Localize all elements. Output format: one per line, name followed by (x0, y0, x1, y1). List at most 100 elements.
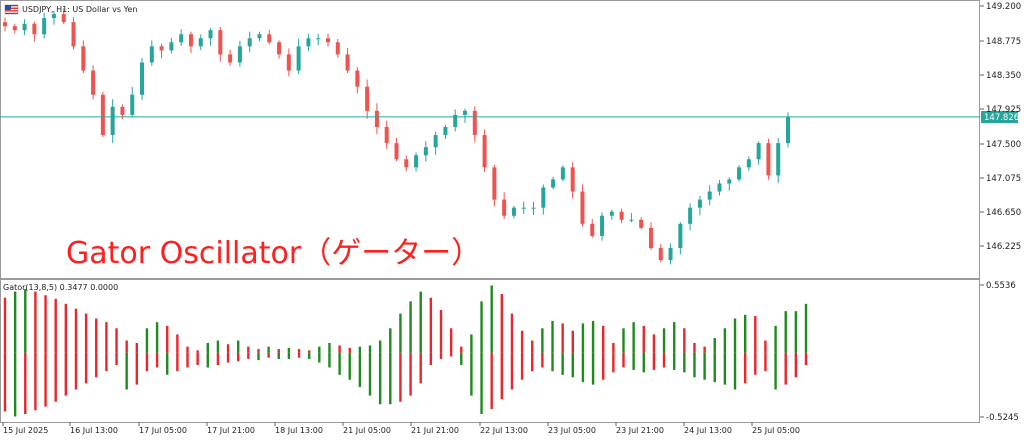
gator-lower-bar (216, 352, 220, 366)
indicator-tick: 0.5536 (986, 281, 1016, 291)
gator-lower-bar (237, 352, 240, 362)
candle-body (12, 26, 17, 31)
gator-upper-bar (743, 314, 747, 353)
candle-body (404, 159, 409, 168)
gator-upper-bar (409, 301, 412, 353)
gator-lower-bar (125, 352, 128, 390)
candle-body (737, 167, 742, 180)
candle-body (492, 167, 497, 200)
gator-upper-bar (307, 350, 311, 353)
candle-body (228, 54, 233, 63)
gator-lower-bar (287, 352, 291, 359)
candle-body (786, 117, 790, 144)
gator-upper-bar (672, 322, 676, 353)
gator-lower-bar (500, 352, 504, 400)
candle-body (766, 143, 771, 176)
price-tick: 149.200 (986, 2, 1021, 12)
current-price-label: 147.826 (984, 113, 1019, 123)
gator-lower-bar (429, 352, 433, 366)
candle-body (42, 18, 47, 35)
gator-lower-bar (318, 352, 321, 363)
candle-body (541, 187, 546, 208)
gator-upper-bar (287, 347, 291, 353)
candle-body (100, 94, 105, 136)
candle-body (717, 183, 722, 192)
gator-upper-bar (277, 349, 280, 353)
gator-upper-bar (642, 325, 645, 353)
gator-upper-bar (774, 325, 777, 353)
price-tick: 146.225 (986, 242, 1021, 252)
gator-upper-bar (460, 346, 463, 353)
symbol-label: USDJPY, H1: US Dollar vs Yen (22, 5, 138, 14)
candle-body (472, 110, 477, 136)
candle-body (218, 30, 223, 55)
gator-lower-bar (409, 352, 412, 396)
candle-body (463, 110, 468, 115)
gator-lower-bar (389, 352, 392, 405)
indicator-axis[interactable]: 0.5536 -0.5245 (980, 281, 1019, 423)
gator-lower-bar (257, 352, 260, 361)
candle-body (286, 54, 291, 71)
gator-upper-bar (652, 334, 656, 353)
candle-body (384, 127, 389, 144)
gator-upper-bar (733, 318, 737, 353)
gator-lower-bar (561, 352, 564, 375)
gator-upper-bar (328, 342, 331, 353)
us-flag-icon (4, 4, 19, 15)
candle-body (110, 106, 115, 136)
time-tick: 23 Jul 21:00 (616, 426, 664, 435)
gator-upper-bar (510, 313, 514, 353)
gator-upper-bar (74, 308, 78, 353)
candle-body (746, 159, 751, 168)
gator-upper-bar (368, 345, 372, 353)
gator-upper-bar (125, 340, 128, 353)
gator-upper-bar (764, 340, 767, 353)
gator-lower-bar (733, 352, 737, 390)
gator-lower-bar (368, 352, 372, 396)
candle-body (208, 30, 213, 39)
time-tick: 18 Jul 13:00 (275, 426, 323, 435)
gator-upper-bar (804, 303, 808, 353)
gator-upper-bar (551, 320, 554, 353)
price-axis[interactable]: 149.200 148.775 148.350 147.925 147.500 … (980, 2, 1021, 252)
candle-body (629, 219, 634, 221)
candle-body (609, 211, 614, 216)
time-tick: 23 Jul 05:00 (548, 426, 596, 435)
candle-body (277, 42, 282, 55)
gator-upper-bar (267, 346, 270, 353)
gator-lower-bar (460, 352, 463, 366)
candle-body (394, 143, 399, 160)
candle-body (149, 46, 154, 63)
candle-body (502, 199, 507, 216)
gator-lower-bar (358, 352, 362, 388)
gator-lower-bar (723, 352, 727, 385)
gator-lower-bar (247, 352, 250, 359)
time-axis[interactable]: 15 Jul 2025 16 Jul 13:00 17 Jul 05:00 17… (2, 422, 800, 435)
candles-group[interactable] (3, 8, 790, 265)
gator-upper-bar (115, 328, 118, 353)
candle-body (120, 106, 125, 115)
candle-body (355, 70, 360, 87)
candle-body (727, 179, 732, 184)
gator-upper-bar (561, 323, 564, 353)
gator-lower-bar (743, 352, 747, 384)
gator-lower-bar (531, 352, 534, 372)
candle-body (374, 110, 379, 128)
gator-upper-bar (571, 330, 574, 353)
candle-body (521, 207, 526, 209)
gator-upper-bar (186, 346, 189, 353)
candle-body (580, 191, 585, 224)
gator-lower-bar (34, 352, 37, 411)
gator-bars-group[interactable] (3, 285, 808, 417)
gator-upper-bar (358, 346, 362, 353)
gator-upper-bar (3, 297, 7, 353)
gator-upper-bar (95, 318, 98, 353)
candle-body (639, 219, 644, 228)
gator-lower-bar (571, 352, 574, 378)
gator-lower-bar (166, 352, 169, 375)
gator-upper-bar (206, 342, 209, 353)
candle-body (423, 147, 428, 156)
indicator-tick: -0.5245 (986, 413, 1019, 423)
